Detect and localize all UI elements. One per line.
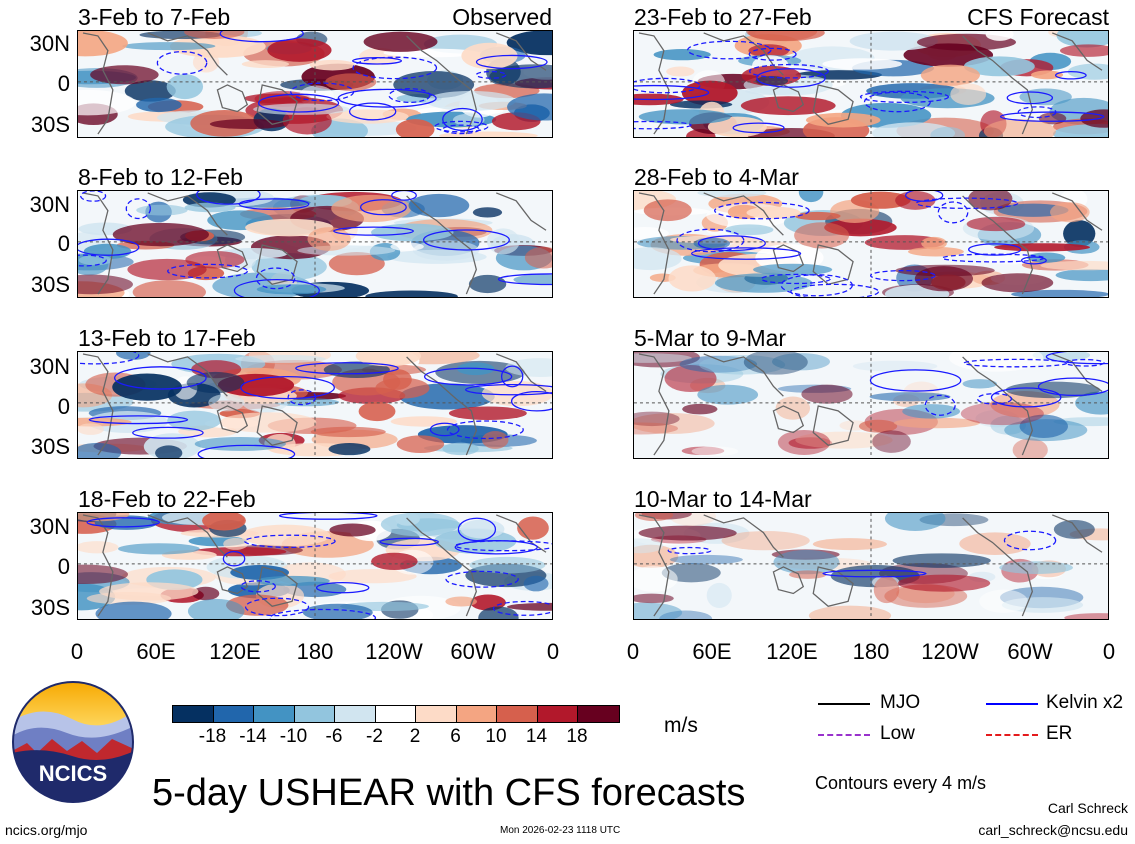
map-panel-right-1	[633, 30, 1109, 138]
panel-title-right-4: 10-Mar to 14-Mar	[634, 486, 812, 512]
colorbar-swatch	[578, 706, 619, 722]
colorbar-swatch	[294, 706, 335, 722]
colorbar-swatch	[497, 706, 538, 722]
map-field	[78, 352, 552, 458]
legend-line-kelvin	[986, 703, 1038, 705]
x-label: 0	[546, 639, 560, 664]
footer-author: Carl Schreck	[1047, 800, 1128, 816]
footer-url[interactable]: ncics.org/mjo	[5, 822, 88, 838]
y-label-0: 0	[57, 231, 70, 256]
panel-title-left-2: 8-Feb to 12-Feb	[78, 164, 243, 190]
y-label-0: 0	[57, 71, 70, 96]
x-label: 60W	[1007, 639, 1053, 664]
y-label-30n: 30N	[29, 31, 70, 56]
colorbar-swatch	[213, 706, 254, 722]
colorbar-swatch	[335, 706, 376, 722]
colorbar-swatch	[254, 706, 295, 722]
colorbar-tick-label: -6	[325, 726, 343, 747]
colorbar-tick-label: 2	[409, 726, 421, 747]
y-label-30n: 30N	[29, 192, 70, 217]
panel-title-right-1: 23-Feb to 27-Feb	[634, 4, 812, 30]
footer-timestamp: Mon 2026-02-23 1118 UTC	[500, 825, 621, 836]
panel-title-right-2: 28-Feb to 4-Mar	[634, 164, 799, 190]
map-panel-left-2	[77, 190, 553, 298]
x-label: 60W	[450, 639, 496, 664]
colorbar-swatch	[537, 706, 578, 722]
map-panel-right-4	[633, 512, 1109, 620]
y-label-30s: 30S	[30, 272, 70, 297]
x-label: 60E	[692, 639, 732, 664]
x-label: 0	[70, 639, 84, 664]
footer-email[interactable]: carl_schreck@ncsu.edu	[978, 822, 1128, 838]
colorbar	[172, 705, 620, 723]
logo-text: NCICS	[38, 761, 108, 786]
map-field	[78, 191, 552, 297]
colorbar-tick-label: 10	[485, 726, 507, 747]
legend-line-low	[818, 734, 870, 736]
y-label-30s: 30S	[30, 112, 70, 137]
panel-label-observed: Observed	[452, 4, 552, 30]
colorbar-unit: m/s	[664, 714, 698, 737]
legend-label-kelvin: Kelvin x2	[1046, 692, 1124, 713]
colorbar-tick-label: 18	[566, 726, 588, 747]
panel-title-left-3: 13-Feb to 17-Feb	[78, 325, 256, 351]
legend-label-low: Low	[880, 723, 915, 744]
x-label: 120W	[365, 639, 423, 664]
y-label-0: 0	[57, 394, 70, 419]
map-panel-left-1	[77, 30, 553, 138]
legend-line-er	[986, 734, 1038, 736]
x-label: 0	[1102, 639, 1116, 664]
map-panel-right-3	[633, 351, 1109, 459]
colorbar-tick-label: -2	[366, 726, 383, 747]
y-label-0: 0	[57, 554, 70, 579]
x-label: 120E	[209, 639, 261, 664]
y-label-30s: 30S	[30, 595, 70, 620]
map-field	[78, 513, 552, 619]
map-field	[634, 191, 1108, 297]
panel-title-left-1: 3-Feb to 7-Feb	[78, 4, 231, 30]
map-field	[634, 352, 1108, 458]
colorbar-swatch	[375, 706, 416, 722]
panel-label-cfs-forecast: CFS Forecast	[967, 4, 1109, 30]
main-title: 5-day USHEAR with CFS forecasts	[152, 772, 746, 814]
x-label: 180	[852, 639, 890, 664]
panel-title-right-3: 5-Mar to 9-Mar	[634, 325, 787, 351]
legend-label-mjo: MJO	[880, 692, 921, 713]
map-field	[78, 31, 552, 137]
y-label-30n: 30N	[29, 514, 70, 539]
map-field	[634, 513, 1108, 619]
contour-note: Contours every 4 m/s	[815, 773, 987, 793]
y-label-30s: 30S	[30, 434, 70, 459]
map-panel-left-3	[77, 351, 553, 459]
colorbar-tick-label: 6	[450, 726, 461, 747]
x-label: 120W	[921, 639, 979, 664]
x-label: 0	[626, 639, 640, 664]
y-label-30n: 30N	[29, 354, 70, 379]
x-label: 180	[296, 639, 334, 664]
x-label: 120E	[766, 639, 818, 664]
map-panel-right-2	[633, 190, 1109, 298]
x-label: 60E	[136, 639, 176, 664]
map-panel-left-4	[77, 512, 553, 620]
legend-label-er: ER	[1046, 723, 1073, 744]
colorbar-swatch	[173, 706, 214, 722]
colorbar-tick-label: -10	[279, 726, 308, 747]
map-field	[634, 31, 1108, 137]
colorbar-tick-label: -14	[239, 726, 267, 747]
colorbar-swatch	[456, 706, 497, 722]
colorbar-tick-label: -18	[198, 726, 227, 747]
panel-title-left-4: 18-Feb to 22-Feb	[78, 486, 256, 512]
colorbar-tick-label: 14	[525, 726, 548, 747]
ncics-logo: NCICS	[12, 681, 134, 803]
colorbar-swatch	[416, 706, 457, 722]
legend-line-mjo	[818, 703, 870, 705]
